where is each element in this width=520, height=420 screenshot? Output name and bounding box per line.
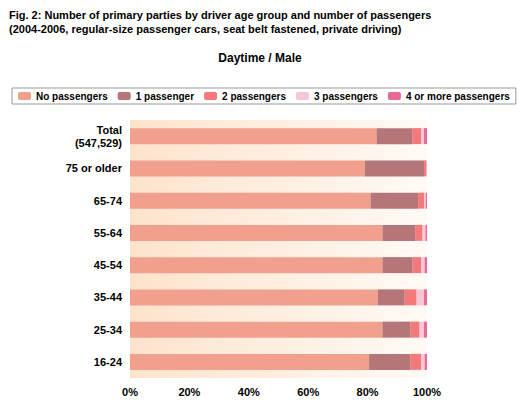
svg-text:25-34: 25-34 <box>94 324 123 336</box>
svg-text:4 or more passengers: 4 or more passengers <box>406 91 510 102</box>
svg-text:(2004-2006, regular-size passe: (2004-2006, regular-size passenger cars,… <box>9 23 402 35</box>
svg-text:55-64: 55-64 <box>94 227 123 239</box>
svg-text:Fig. 2: Number of primary part: Fig. 2: Number of primary parties by dri… <box>9 9 431 21</box>
svg-text:1 passenger: 1 passenger <box>136 91 194 102</box>
svg-text:35-44: 35-44 <box>94 291 123 303</box>
svg-text:16-24: 16-24 <box>94 356 123 368</box>
svg-text:0%: 0% <box>122 386 138 398</box>
svg-text:100%: 100% <box>413 386 441 398</box>
svg-text:65-74: 65-74 <box>94 195 123 207</box>
svg-text:No passengers: No passengers <box>36 91 108 102</box>
svg-text:(547,529): (547,529) <box>75 137 122 149</box>
svg-text:75 or older: 75 or older <box>66 162 123 174</box>
svg-text:Daytime / Male: Daytime / Male <box>218 51 302 65</box>
svg-text:60%: 60% <box>297 386 319 398</box>
svg-text:45-54: 45-54 <box>94 259 123 271</box>
svg-text:20%: 20% <box>178 386 200 398</box>
svg-text:2 passengers: 2 passengers <box>222 91 286 102</box>
svg-text:Total: Total <box>97 124 122 136</box>
svg-text:80%: 80% <box>357 386 379 398</box>
svg-text:40%: 40% <box>238 386 260 398</box>
svg-text:3 passengers: 3 passengers <box>314 91 378 102</box>
